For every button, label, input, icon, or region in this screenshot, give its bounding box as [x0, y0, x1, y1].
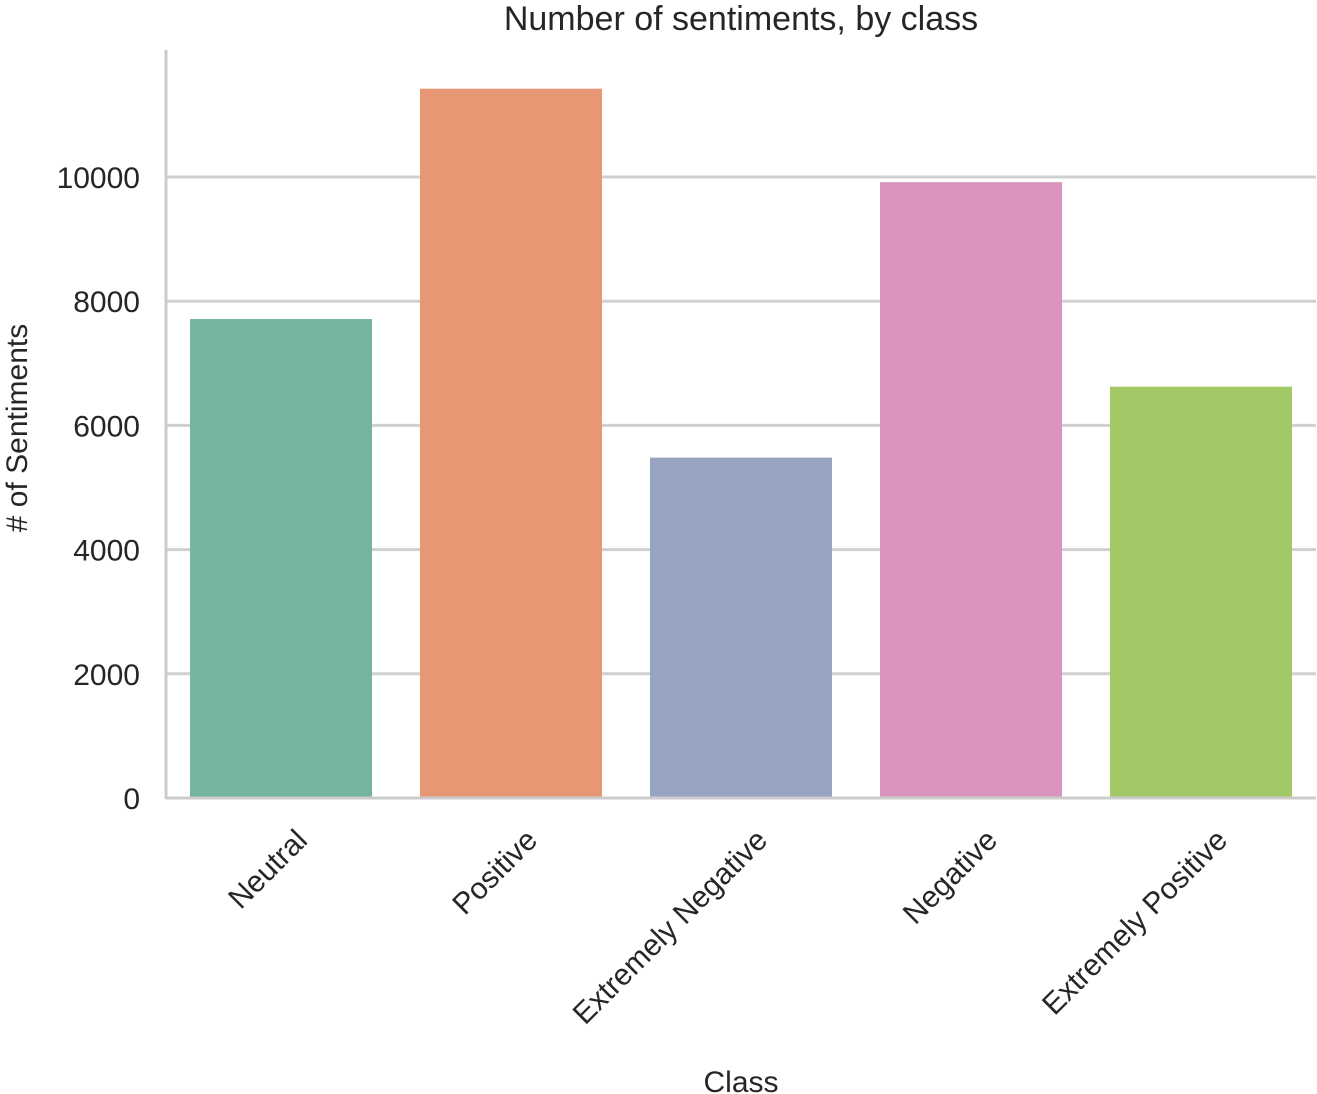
x-tick-label: Neutral: [222, 824, 314, 916]
y-tick-labels: 0 2000 4000 6000 8000 10000: [57, 162, 140, 816]
bar-neutral: [190, 319, 372, 798]
x-tick-label: Positive: [446, 824, 544, 922]
bar-extremely-positive: [1110, 386, 1292, 798]
chart-title: Number of sentiments, by class: [504, 0, 978, 38]
y-tick-label: 2000: [73, 659, 140, 692]
bar-negative: [880, 182, 1062, 798]
x-tick-label: Negative: [897, 824, 1004, 931]
x-tick-labels: Neutral Positive Extremely Negative Negativ…: [222, 824, 1234, 1031]
y-tick-label: 10000: [57, 162, 140, 195]
y-axis-label: # of Sentiments: [1, 324, 34, 532]
y-tick-label: 8000: [73, 286, 140, 319]
x-axis-label: Class: [703, 1066, 778, 1094]
y-tick-label: 6000: [73, 410, 140, 443]
y-tick-label: 0: [123, 783, 140, 816]
bars: [190, 88, 1292, 799]
bar-extremely-negative: [650, 457, 832, 798]
x-tick-label: Extremely Positive: [1036, 824, 1234, 1022]
bar-positive: [420, 88, 602, 799]
x-tick-label: Extremely Negative: [567, 824, 774, 1031]
y-tick-label: 4000: [73, 535, 140, 568]
